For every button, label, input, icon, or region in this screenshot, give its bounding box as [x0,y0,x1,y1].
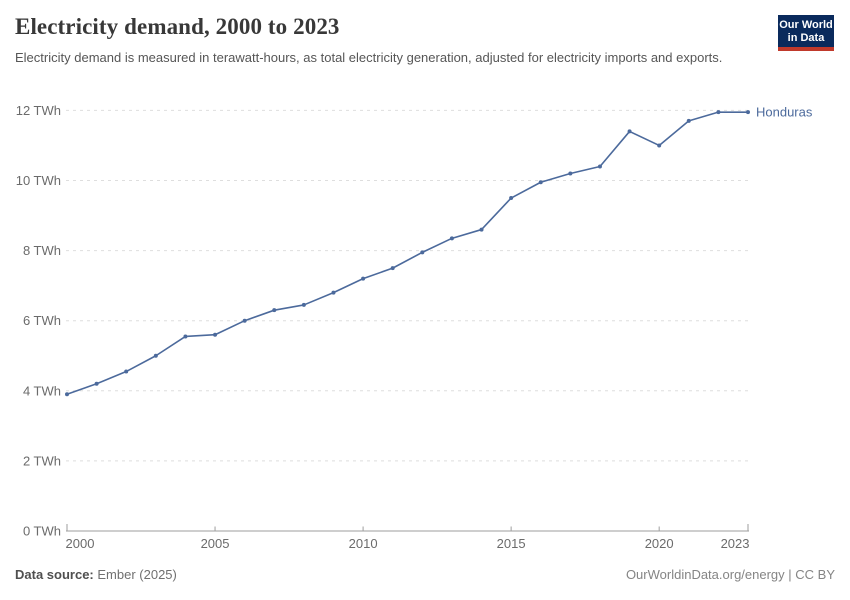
data-point-marker[interactable] [213,332,218,337]
y-axis-tick-label: 10 TWh [16,173,61,188]
data-point-marker[interactable] [686,118,691,123]
owid-logo[interactable]: Our World in Data [778,15,834,51]
entity-label[interactable]: Honduras [756,105,813,120]
y-axis-tick-label: 2 TWh [23,453,61,468]
owid-logo-line2: in Data [787,32,825,44]
owid-logo-line1: Our World [779,19,833,31]
data-point-marker[interactable] [183,334,188,339]
x-axis-tick-label: 2020 [645,536,674,551]
data-point-marker[interactable] [94,381,99,386]
y-axis-tick-label: 12 TWh [16,103,61,118]
line-chart: 0 TWh 2 TWh 4 TWh 6 TWh 8 TWh 10 TWh 12 TWh 200… [0,95,850,560]
data-source: Data source: Ember (2025) [15,567,177,582]
data-point-marker[interactable] [242,318,247,323]
y-axis-tick-label: 8 TWh [23,243,61,258]
data-point-marker[interactable] [568,171,573,176]
data-point-marker[interactable] [361,276,366,281]
data-point-marker[interactable] [597,164,602,169]
chart-subtitle: Electricity demand is measured in terawa… [15,50,723,65]
attribution-link[interactable]: OurWorldinData.org/energy | CC BY [625,567,835,582]
page-title: Electricity demand, 2000 to 2023 [15,14,340,39]
y-axis-tick-label: 0 TWh [23,524,61,539]
header: Electricity demand, 2000 to 2023 Electri… [15,14,755,66]
chart-svg: 0 TWh 2 TWh 4 TWh 6 TWh 8 TWh 10 TWh 12 TWh 200… [16,103,813,551]
data-point-marker[interactable] [301,302,306,307]
x-axis-tick-label: 2000 [66,536,95,551]
data-point-marker[interactable] [657,143,662,148]
data-point-marker[interactable] [153,353,158,358]
data-point-marker[interactable] [420,250,425,255]
data-point-marker[interactable] [272,308,277,313]
data-source-value: Ember (2025) [97,567,177,582]
data-point-marker[interactable] [716,110,721,115]
data-point-marker[interactable] [331,290,336,295]
y-axis-tick-label: 4 TWh [23,383,61,398]
data-point-marker[interactable] [449,236,454,241]
data-point-marker[interactable] [65,392,69,397]
data-point-marker[interactable] [509,196,514,201]
footer: Data source: Ember (2025) OurWorldinData… [0,567,850,582]
data-point-marker[interactable] [124,369,129,374]
series-line[interactable] [66,111,749,396]
x-axis-tick-label: 2023 [721,536,750,551]
y-axis-tick-label: 6 TWh [23,313,61,328]
x-axis-tick-label: 2015 [497,536,526,551]
data-point-marker[interactable] [538,180,543,185]
data-point-marker[interactable] [479,227,484,232]
data-source-label: Data source: [15,567,94,582]
x-axis-tick-label: 2010 [349,536,378,551]
x-axis-tick-label: 2005 [201,536,230,551]
data-point-marker[interactable] [390,266,395,271]
data-point-marker[interactable] [627,129,632,134]
data-point-marker[interactable] [746,110,750,115]
